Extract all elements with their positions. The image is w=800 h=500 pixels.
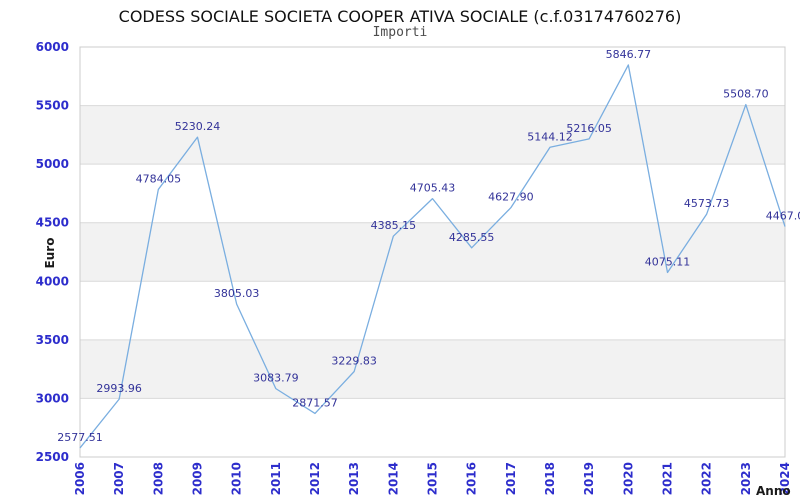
data-point-label: 4467.0	[766, 210, 800, 223]
x-tick-label: 2010	[230, 462, 244, 495]
data-point-label: 4385.15	[371, 219, 417, 232]
data-point-label: 4285.55	[449, 231, 495, 244]
plot-band	[80, 47, 785, 106]
data-point-label: 5230.24	[175, 120, 221, 133]
y-tick-label: 3000	[36, 391, 69, 405]
x-tick-label: 2006	[73, 462, 87, 495]
data-point-label: 2871.57	[292, 396, 338, 409]
x-tick-label: 2013	[347, 462, 361, 495]
x-tick-label: 2018	[543, 462, 557, 495]
data-series	[79, 64, 786, 449]
y-axis-label: Euro	[43, 238, 57, 269]
x-tick-label: 2017	[504, 462, 518, 495]
plot-band	[80, 398, 785, 457]
data-point-label: 3083.79	[253, 372, 299, 385]
plot-band	[80, 339, 785, 399]
data-point-label: 4705.43	[410, 182, 456, 195]
x-tick-label: 2011	[269, 462, 283, 495]
plot-band	[80, 164, 785, 223]
y-tick-label: 2500	[36, 450, 69, 464]
x-tick-label: 2015	[426, 462, 440, 495]
data-point-label: 5216.05	[566, 122, 612, 135]
chart-subtitle: Importi	[372, 25, 428, 40]
data-point-label: 4784.05	[136, 172, 182, 185]
data-point-label: 4627.90	[488, 191, 534, 204]
y-tick-label: 4500	[36, 216, 69, 230]
data-point-label: 4573.73	[684, 197, 730, 210]
data-point-label: 3229.83	[331, 355, 377, 368]
x-tick-label: 2012	[308, 462, 322, 495]
x-tick-label: 2020	[621, 462, 635, 495]
chart-title: CODESS SOCIALE SOCIETA COOPER ATIVA SOCI…	[118, 7, 682, 26]
x-tick-label: 2008	[151, 462, 165, 495]
x-tick-label: 2016	[465, 462, 479, 495]
x-tick-label: 2022	[700, 462, 714, 495]
data-point-label: 5508.70	[723, 88, 769, 101]
x-tick-label: 2019	[582, 462, 596, 495]
x-axis-tick-labels: 2006 2007 2008 2009 2010 2011 2012 2013 2014 2015…	[73, 462, 792, 495]
data-point-label: 4075.11	[645, 255, 691, 268]
data-point-label: 5846.77	[606, 48, 652, 61]
horizontal-gridlines	[80, 105, 785, 399]
x-tick-label: 2023	[739, 462, 753, 495]
data-point-labels: 2577.51 2993.96 4784.05 5230.24 3805.03 3083.…	[57, 48, 800, 444]
x-axis-label: Anno	[756, 484, 791, 498]
data-point-label: 5144.12	[527, 130, 573, 143]
y-tick-label: 5500	[36, 99, 69, 113]
plot-band	[80, 222, 785, 282]
data-point-label: 2993.96	[96, 382, 142, 395]
plot-band	[80, 105, 785, 165]
x-tick-label: 2024	[778, 462, 792, 495]
x-tick-label: 2009	[191, 462, 205, 495]
plot-band	[80, 281, 785, 340]
plot-border	[79, 46, 786, 458]
data-line	[79, 64, 786, 449]
data-point-label: 2577.51	[57, 431, 103, 444]
y-axis-tick-labels: 2500 3000 3500 4000 4500 5000 5500 6000	[36, 40, 69, 464]
y-tick-label: 5000	[36, 157, 69, 171]
x-tick-label: 2021	[661, 462, 675, 495]
data-point-label: 3805.03	[214, 287, 260, 300]
y-tick-label: 4000	[36, 274, 69, 288]
y-tick-label: 3500	[36, 333, 69, 347]
y-tick-label: 6000	[36, 40, 69, 54]
x-tick-label: 2007	[112, 462, 126, 495]
x-tick-label: 2014	[386, 462, 400, 495]
plot-background-bands	[80, 47, 785, 457]
